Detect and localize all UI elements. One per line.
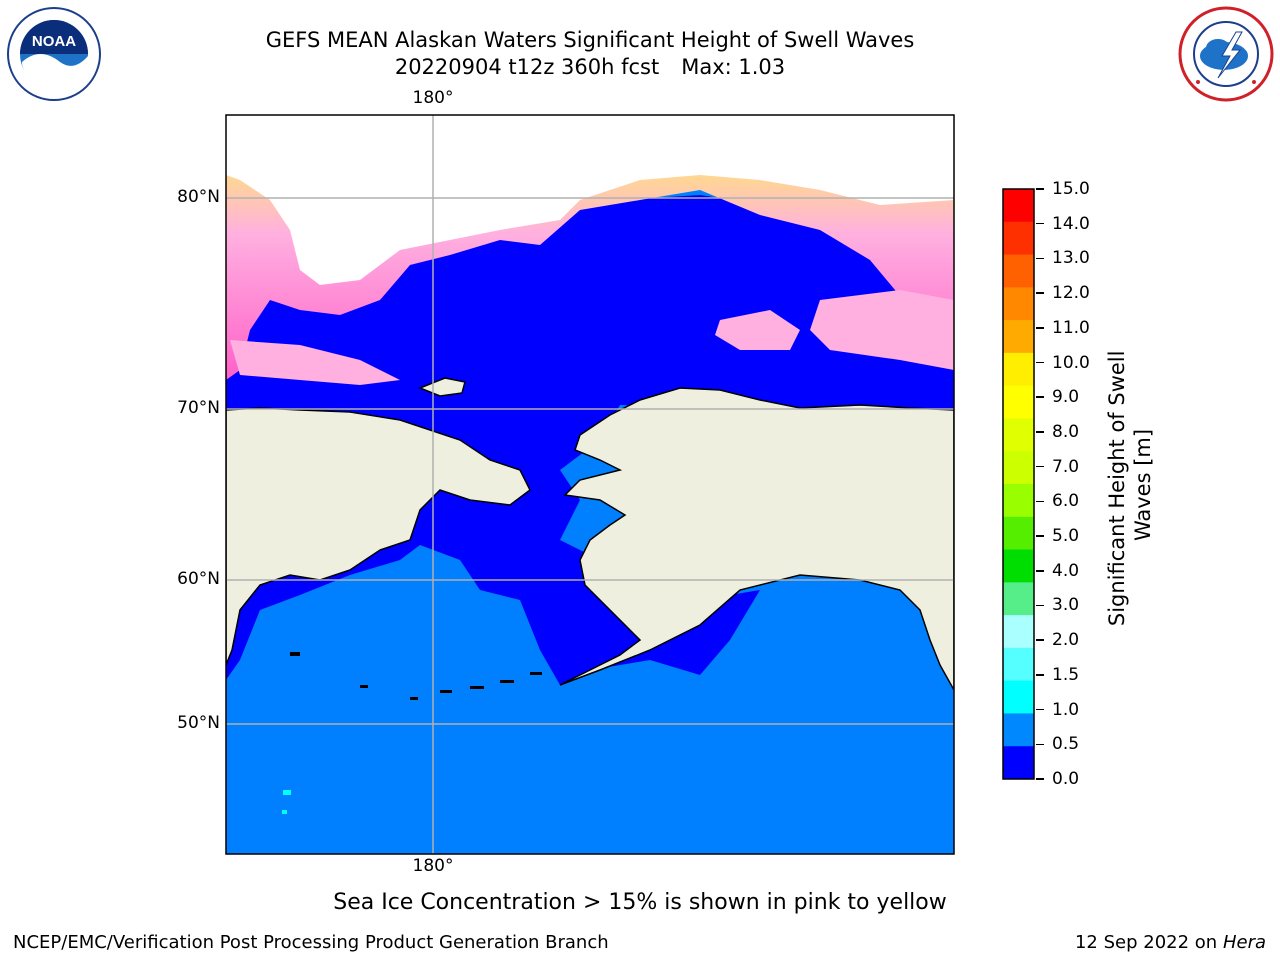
- colorbar-tick-mark: [1036, 431, 1044, 433]
- colorbar-tick-label: 4.0: [1052, 560, 1080, 581]
- noaa-logo-text: NOAA: [32, 33, 76, 50]
- svg-text:Significant Height of Swell: Significant Height of Swell Waves [m]: [1105, 344, 1155, 626]
- colorbar-band: [1003, 647, 1034, 682]
- colorbar-band: [1003, 320, 1034, 354]
- land-alaska: [559, 387, 954, 692]
- colorbar-tick-mark: [1036, 674, 1044, 676]
- ice-patch-east: [715, 310, 800, 350]
- swell-speck: [282, 810, 287, 814]
- forecast-run-label: 20220904 t12z 360h fcst: [394, 55, 660, 79]
- colorbar-band: [1003, 680, 1034, 714]
- colorbar-tick-mark: [1036, 188, 1044, 190]
- colorbar-band: [1003, 713, 1034, 747]
- open-ice-area: [226, 115, 954, 285]
- colorbar-tick-mark: [1036, 292, 1044, 294]
- footer-date: 12 Sep 2022 on Hera: [1075, 932, 1266, 953]
- map-title: GEFS MEAN Alaskan Waters Significant Hei…: [265, 28, 915, 52]
- lat-label-60: 60°N: [177, 569, 220, 589]
- colorbar-band: [1003, 615, 1034, 649]
- colorbar-tick-mark: [1036, 465, 1044, 468]
- aleutian-islands: [290, 652, 542, 700]
- colorbar-tick-mark: [1036, 639, 1044, 641]
- footer-host: Hera: [1222, 932, 1266, 953]
- colorbar-tick-label: 6.0: [1052, 491, 1080, 512]
- colorbar-title: Significant Height of Swell Waves [m]: [1100, 280, 1160, 690]
- ice-patch-east2: [810, 290, 954, 370]
- colorbar-tick-mark: [1036, 327, 1044, 329]
- land-siberia: [226, 407, 531, 666]
- colorbar-tick-label: 8.0: [1052, 421, 1080, 442]
- ice-patch-west: [230, 340, 400, 385]
- colorbar: [1002, 188, 1035, 780]
- footer-credit: NCEP/EMC/Verification Post Processing Pr…: [13, 932, 609, 953]
- colorbar-band: [1003, 484, 1034, 518]
- colorbar-tick-mark: [1036, 778, 1044, 780]
- colorbar-band: [1003, 582, 1034, 616]
- map-frame: [225, 114, 955, 855]
- lat-label-70: 70°N: [177, 398, 220, 418]
- colorbar-band: [1003, 746, 1034, 780]
- footer-date-text: 12 Sep 2022 on: [1074, 932, 1218, 953]
- colorbar-band: [1003, 418, 1034, 452]
- colorbar-tick-mark: [1036, 743, 1044, 746]
- colorbar-tick-label: 10.0: [1052, 352, 1090, 373]
- sea-ice-caption: Sea Ice Concentration > 15% is shown in …: [333, 890, 947, 915]
- colorbar-band: [1003, 189, 1034, 223]
- colorbar-band: [1003, 352, 1034, 387]
- lon-label-bottom: 180°: [412, 856, 454, 876]
- colorbar-tick-label: 3.0: [1052, 595, 1080, 616]
- colorbar-tick-mark: [1036, 361, 1044, 364]
- colorbar-tick-label: 13.0: [1052, 248, 1090, 269]
- swell-speck: [283, 790, 291, 795]
- lon-label-top: 180°: [412, 88, 454, 108]
- colorbar-tick-label: 0.0: [1052, 769, 1080, 789]
- colorbar-band: [1003, 516, 1034, 551]
- colorbar-tick-mark: [1036, 396, 1044, 398]
- colorbar-tick-label: 12.0: [1052, 283, 1090, 304]
- graticule: [226, 115, 954, 854]
- max-value-label: Max: 1.03: [681, 55, 786, 79]
- colorbar-tick-mark: [1036, 570, 1044, 572]
- colorbar-tick-label: 14.0: [1052, 213, 1090, 234]
- colorbar-tick-label: 1.0: [1052, 699, 1080, 720]
- land-wrangel-island: [417, 377, 466, 397]
- colorbar-tick-label: 11.0: [1052, 317, 1090, 338]
- colorbar-band: [1003, 385, 1034, 419]
- colorbar-tick-label: 5.0: [1052, 526, 1080, 547]
- low-swell-region: [226, 160, 954, 685]
- colorbar-tick-label: 15.0: [1052, 179, 1090, 199]
- colorbar-tick-label: 9.0: [1052, 387, 1080, 408]
- lat-label-80: 80°N: [177, 187, 220, 207]
- colorbar-band: [1003, 221, 1034, 256]
- colorbar-tick-mark: [1036, 257, 1044, 260]
- noaa-logo: NOAA: [6, 6, 102, 102]
- colorbar-band: [1003, 549, 1034, 583]
- colorbar-tick-label: 2.0: [1052, 630, 1080, 651]
- map-subtitle: 20220904 t12z 360h fcst Max: 1.03: [0, 54, 1180, 80]
- colorbar-band: [1003, 451, 1034, 485]
- colorbar-band: [1003, 254, 1034, 288]
- colorbar-tick-label: 1.5: [1052, 664, 1080, 685]
- colorbar-tick-mark: [1036, 500, 1044, 503]
- lat-label-50: 50°N: [177, 713, 220, 733]
- colorbar-band: [1003, 287, 1034, 321]
- colorbar-tick-label: 0.5: [1052, 734, 1080, 755]
- colorbar-tick-label: 7.0: [1052, 456, 1080, 477]
- colorbar-tick-mark: [1036, 604, 1044, 607]
- colorbar-tick-mark: [1036, 222, 1044, 225]
- nws-logo: [1178, 6, 1274, 102]
- colorbar-tick-mark: [1036, 535, 1044, 537]
- colorbar-tick-mark: [1036, 708, 1044, 711]
